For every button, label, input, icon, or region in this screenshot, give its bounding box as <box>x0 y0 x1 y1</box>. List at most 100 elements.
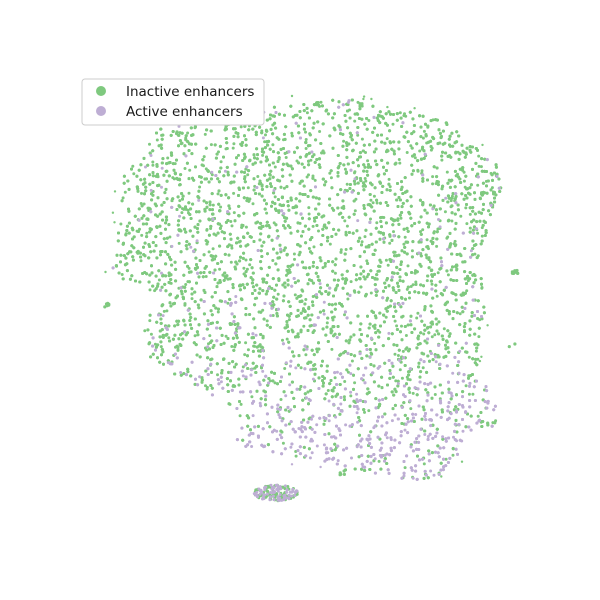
point-inactive <box>132 172 136 176</box>
point-inactive <box>433 393 437 396</box>
point-inactive <box>255 296 259 300</box>
point-inactive <box>449 199 453 203</box>
point-inactive <box>219 205 223 209</box>
point-inactive <box>159 345 163 349</box>
point-inactive <box>406 264 410 268</box>
point-inactive <box>325 321 329 325</box>
point-inactive <box>256 175 260 178</box>
point-inactive <box>435 244 439 248</box>
point-inactive <box>151 160 155 164</box>
point-inactive <box>440 158 444 162</box>
point-inactive <box>422 332 426 336</box>
point-inactive <box>403 466 407 470</box>
point-inactive <box>333 376 337 380</box>
point-inactive <box>360 104 364 108</box>
point-inactive <box>418 149 422 153</box>
point-inactive <box>343 219 347 223</box>
point-inactive <box>265 211 269 215</box>
point-inactive <box>209 143 213 147</box>
point-inactive <box>393 352 397 356</box>
point-inactive <box>183 167 187 170</box>
point-inactive <box>474 349 478 353</box>
point-inactive <box>471 392 475 396</box>
point-inactive <box>345 224 349 228</box>
point-inactive <box>404 334 408 337</box>
point-inactive <box>299 366 303 370</box>
point-inactive <box>391 122 395 126</box>
point-inactive <box>232 191 236 195</box>
point-inactive <box>476 357 480 361</box>
point-inactive <box>385 137 389 141</box>
point-inactive <box>462 179 466 183</box>
point-inactive <box>293 257 296 261</box>
point-inactive <box>455 268 459 272</box>
point-inactive <box>305 111 309 115</box>
point-inactive <box>166 156 170 160</box>
point-inactive <box>430 282 434 286</box>
point-inactive <box>284 156 288 159</box>
point-inactive <box>171 176 175 180</box>
point-inactive <box>343 167 347 171</box>
point-inactive <box>184 283 188 286</box>
point-inactive <box>450 219 454 223</box>
point-inactive <box>384 315 388 319</box>
point-inactive <box>442 327 446 331</box>
point-inactive <box>366 159 370 163</box>
point-inactive <box>304 298 308 301</box>
point-inactive <box>229 220 233 223</box>
point-inactive <box>229 260 233 264</box>
point-inactive <box>293 293 297 297</box>
point-inactive <box>311 174 315 178</box>
point-inactive <box>246 186 250 190</box>
point-inactive <box>281 441 285 445</box>
point-inactive <box>398 161 402 165</box>
point-inactive <box>398 368 402 372</box>
point-inactive <box>186 131 190 135</box>
point-inactive <box>476 231 480 235</box>
point-inactive <box>458 312 462 316</box>
point-inactive <box>328 242 332 246</box>
point-inactive <box>230 345 234 348</box>
point-inactive <box>408 391 412 394</box>
point-inactive <box>283 367 287 370</box>
point-inactive <box>139 202 143 205</box>
point-inactive <box>342 395 346 399</box>
point-inactive <box>319 100 323 104</box>
point-inactive <box>230 244 234 248</box>
point-inactive <box>462 170 466 174</box>
point-inactive <box>307 206 311 210</box>
point-inactive <box>377 459 381 463</box>
point-inactive <box>219 160 223 164</box>
point-inactive <box>273 165 277 169</box>
point-inactive <box>349 280 353 284</box>
point-inactive <box>364 179 368 183</box>
point-inactive <box>290 131 294 135</box>
point-inactive <box>268 379 272 383</box>
point-inactive <box>294 454 298 458</box>
point-inactive <box>430 335 434 339</box>
point-inactive <box>382 216 386 219</box>
point-inactive <box>315 350 319 354</box>
point-inactive <box>244 225 248 229</box>
point-inactive <box>468 212 472 216</box>
point-inactive <box>218 267 222 271</box>
point-inactive <box>476 183 480 187</box>
point-inactive <box>431 182 435 186</box>
point-inactive <box>149 332 153 336</box>
point-inactive <box>401 349 405 353</box>
point-inactive <box>425 238 429 242</box>
point-inactive <box>408 296 411 300</box>
point-inactive <box>342 139 346 143</box>
point-inactive <box>123 190 127 194</box>
point-inactive <box>445 170 449 174</box>
point-inactive <box>480 234 484 238</box>
point-inactive <box>339 248 343 252</box>
point-inactive <box>443 210 447 214</box>
point-inactive <box>138 227 141 231</box>
point-inactive <box>398 111 402 115</box>
point-inactive <box>473 274 477 278</box>
point-inactive <box>241 365 245 369</box>
point-inactive <box>421 136 425 140</box>
point-inactive <box>309 158 313 162</box>
point-inactive <box>307 247 311 250</box>
